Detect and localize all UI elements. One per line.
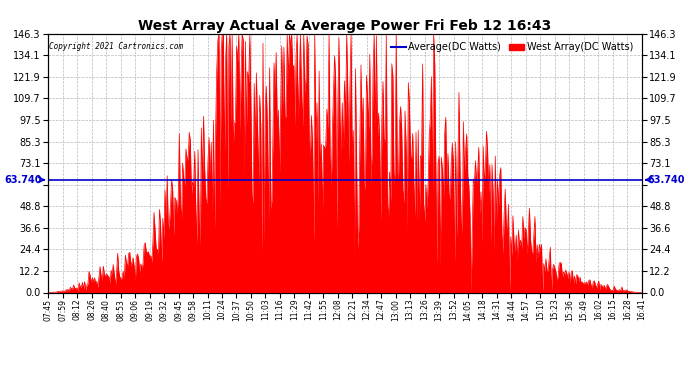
Text: Copyright 2021 Cartronics.com: Copyright 2021 Cartronics.com (50, 42, 184, 51)
Text: 63.740: 63.740 (5, 175, 42, 185)
Legend: Average(DC Watts), West Array(DC Watts): Average(DC Watts), West Array(DC Watts) (387, 39, 637, 56)
Text: 63.740: 63.740 (648, 175, 685, 185)
Title: West Array Actual & Average Power Fri Feb 12 16:43: West Array Actual & Average Power Fri Fe… (139, 19, 551, 33)
